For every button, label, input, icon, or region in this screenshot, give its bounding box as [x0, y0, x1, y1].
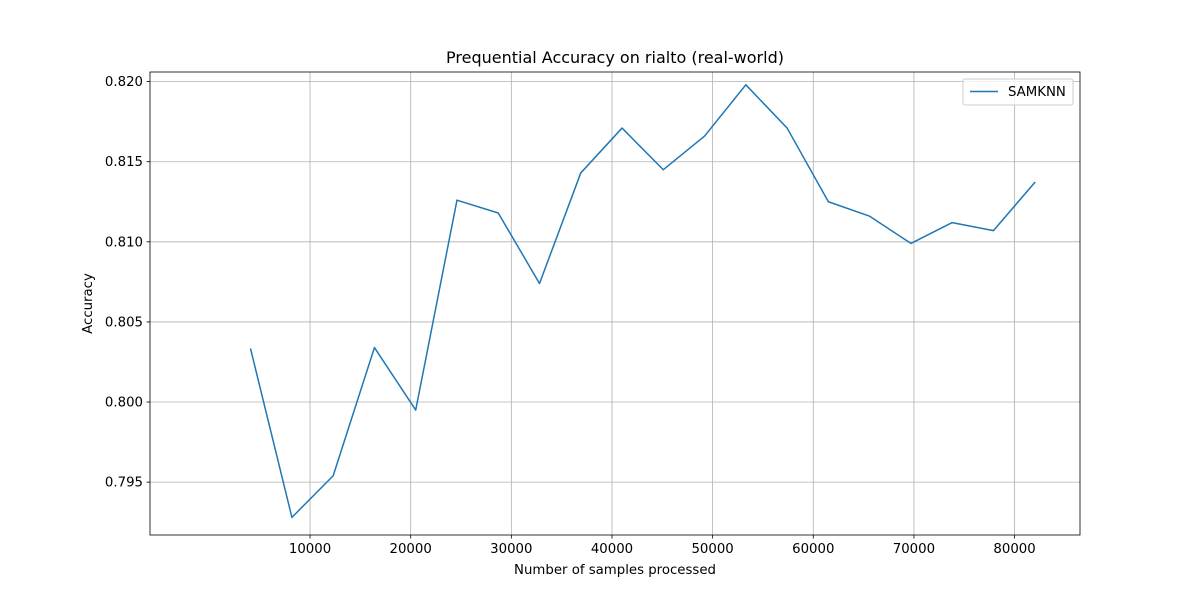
x-tick-label: 50000 [691, 542, 733, 557]
data-point [993, 230, 994, 231]
data-point [580, 172, 581, 173]
data-point [910, 243, 911, 244]
data-point [374, 347, 375, 348]
legend-label-samknn: SAMKNN [1008, 85, 1066, 100]
data-point [1034, 182, 1035, 183]
x-tick-label: 20000 [390, 542, 432, 557]
chart-title: Prequential Accuracy on rialto (real-wor… [446, 48, 784, 67]
data-point [539, 283, 540, 284]
y-axis-label: Accuracy [81, 273, 96, 334]
data-point [498, 212, 499, 213]
y-tick-label: 0.800 [105, 396, 143, 411]
y-tick-label: 0.820 [105, 75, 143, 90]
x-tick-label: 10000 [289, 542, 331, 557]
data-point [621, 127, 622, 128]
data-point [869, 216, 870, 217]
legend: SAMKNN [963, 79, 1073, 105]
y-tick-label: 0.805 [105, 315, 143, 330]
y-tick-label: 0.795 [105, 476, 143, 491]
data-point [291, 517, 292, 518]
y-tick-label: 0.815 [105, 155, 143, 170]
x-tick-label: 60000 [792, 542, 834, 557]
x-axis-label: Number of samples processed [514, 563, 716, 578]
data-point [704, 135, 705, 136]
data-point [952, 222, 953, 223]
x-tick-label: 70000 [893, 542, 935, 557]
data-point [828, 201, 829, 202]
x-tick-label: 40000 [591, 542, 633, 557]
data-point [333, 475, 334, 476]
data-point [250, 349, 251, 350]
data-point [745, 84, 746, 85]
data-point [415, 409, 416, 410]
data-point [663, 169, 664, 170]
x-tick-label: 80000 [993, 542, 1035, 557]
x-tick-label: 30000 [490, 542, 532, 557]
y-tick-label: 0.810 [105, 235, 143, 250]
data-point [787, 127, 788, 128]
data-point [456, 200, 457, 201]
